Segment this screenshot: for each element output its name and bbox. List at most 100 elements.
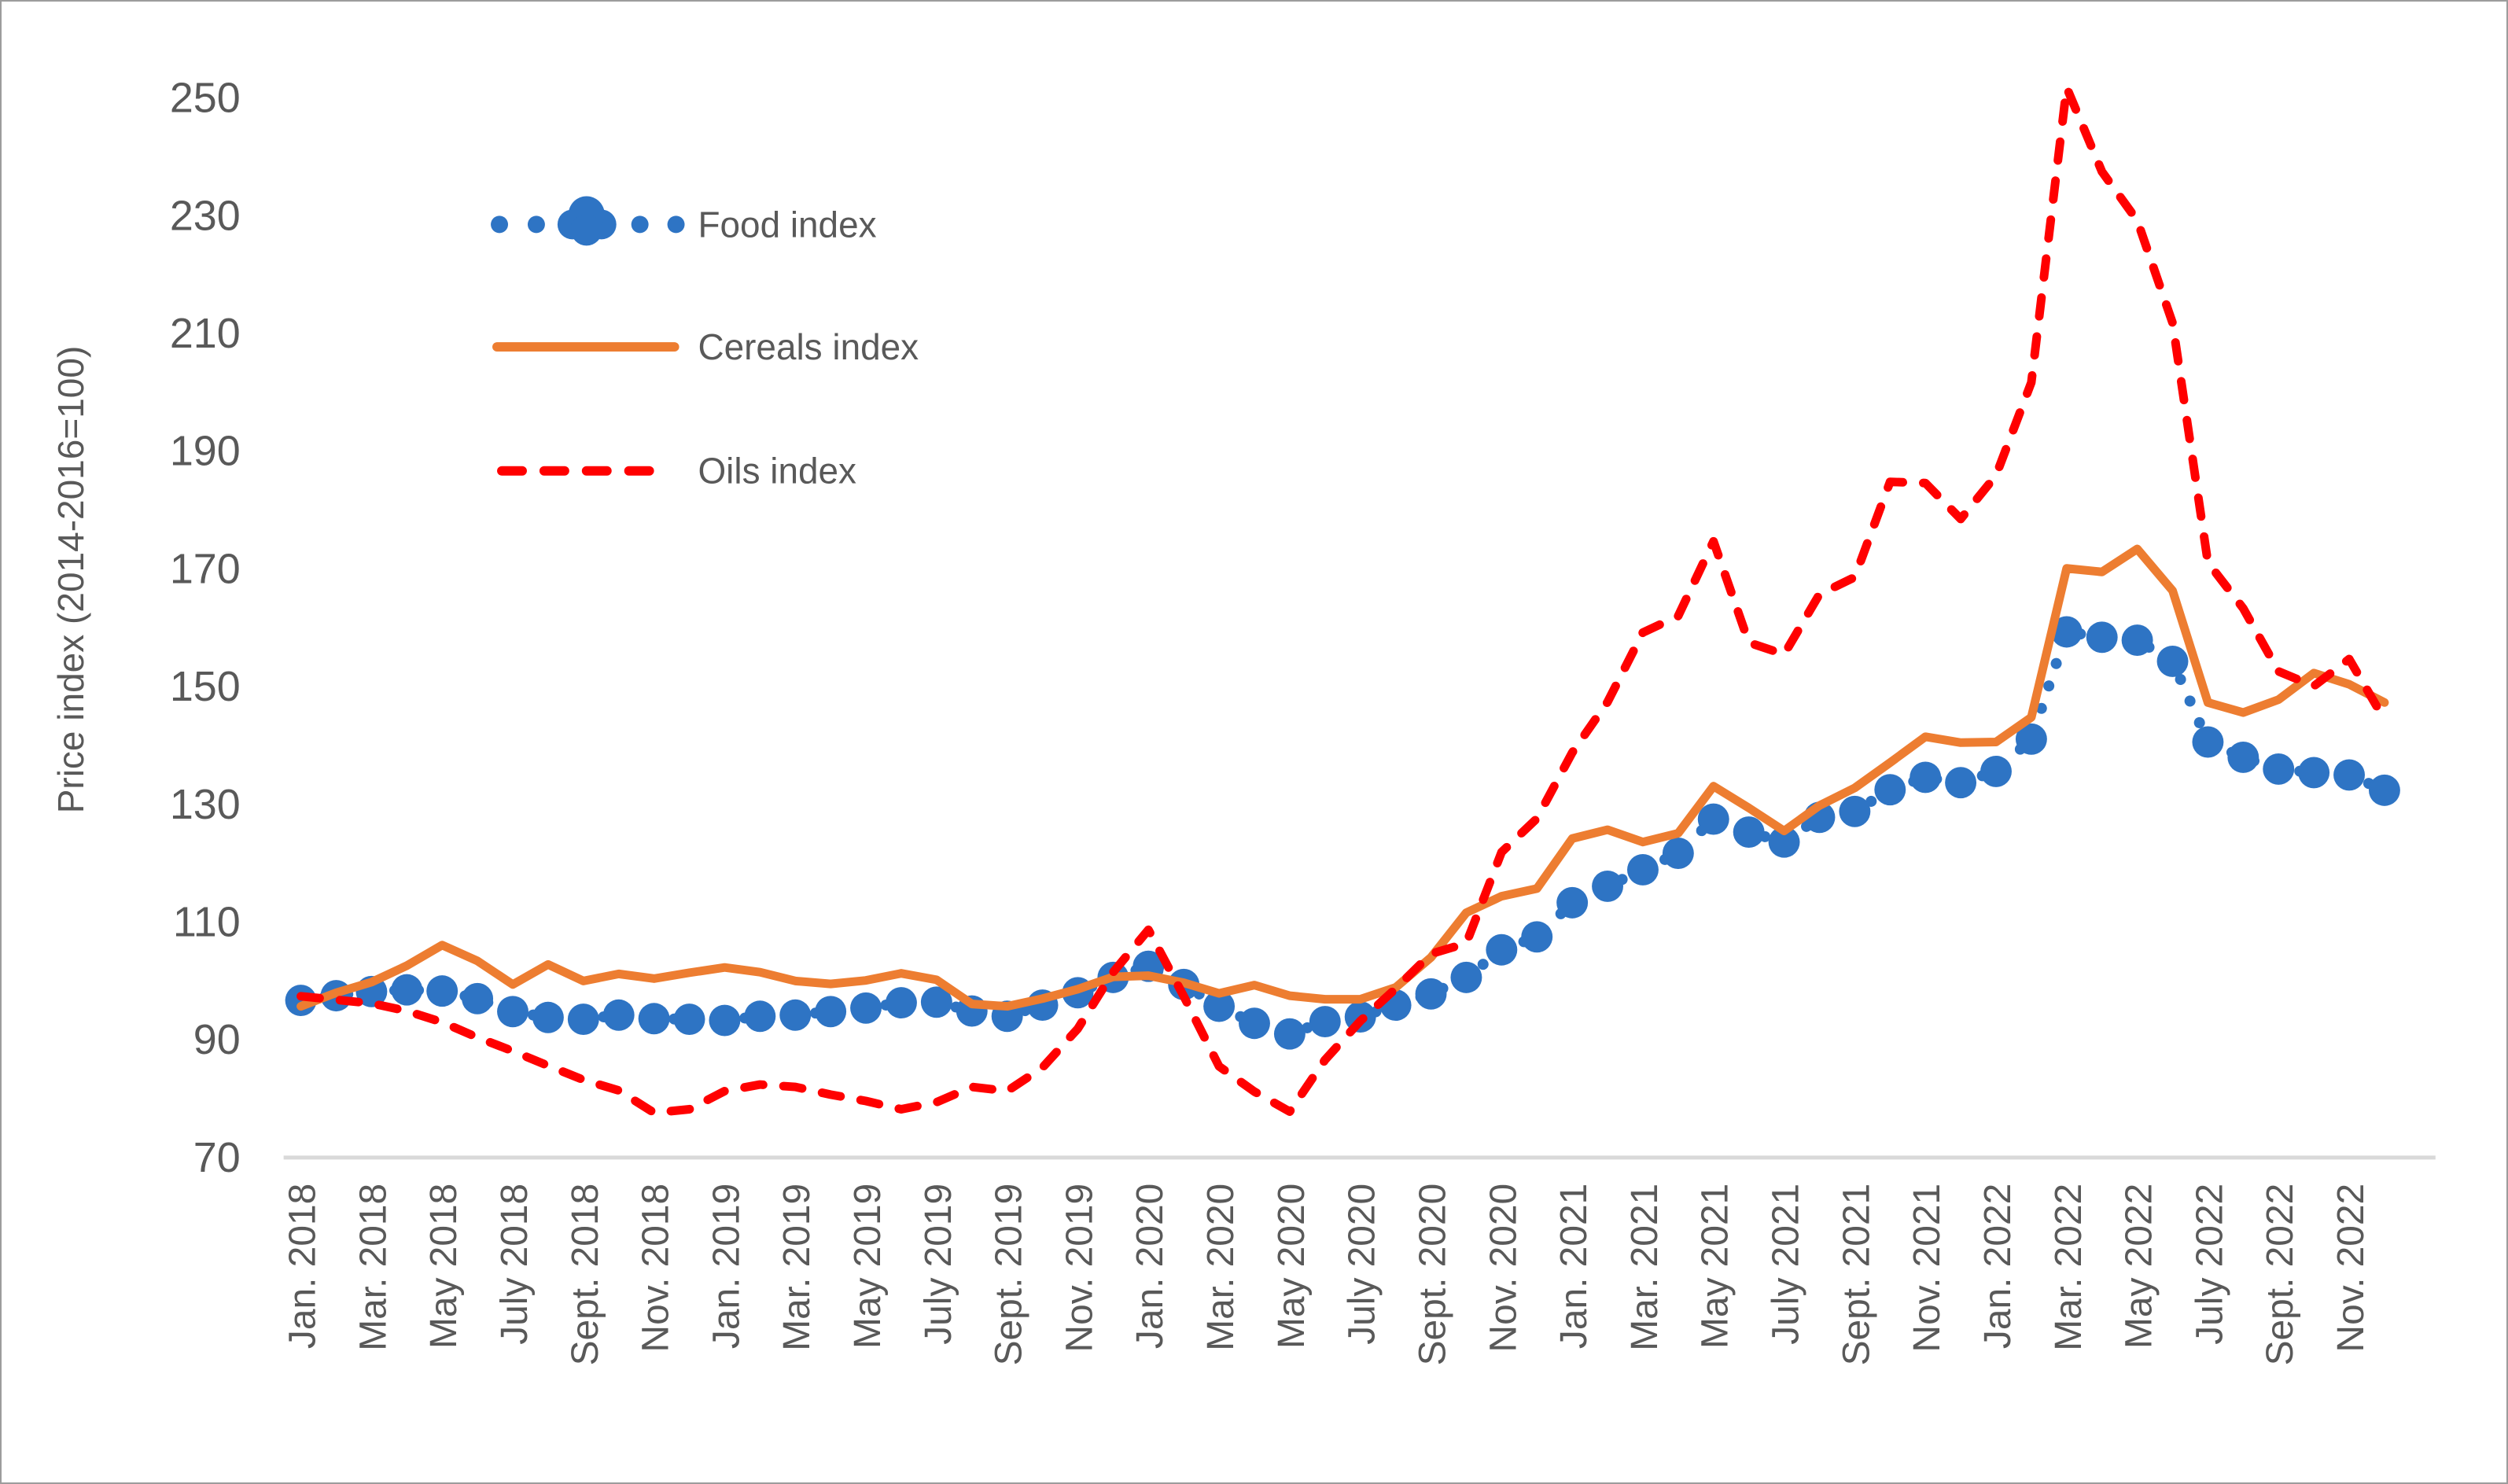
food-index-marker	[920, 986, 952, 1018]
legend-item-cereals: Cereals index	[492, 326, 919, 367]
food-index-marker	[1239, 1007, 1270, 1040]
x-tick-label: May 2019	[847, 1184, 889, 1349]
food-index-marker	[1556, 886, 1589, 919]
y-tick-label: 230	[170, 192, 241, 239]
x-tick-label: May 2021	[1695, 1184, 1736, 1349]
x-tick-label: July 2019	[918, 1184, 959, 1345]
food-legend-dot-icon	[667, 215, 685, 234]
y-tick-label: 130	[170, 781, 241, 828]
food-index-marker	[1910, 761, 1942, 794]
x-tick-label: May 2018	[423, 1184, 465, 1349]
food-index-marker	[2086, 621, 2118, 654]
food-legend-marker-icon	[570, 214, 602, 246]
food-index-marker	[1309, 1006, 1341, 1038]
x-tick-label: July 2021	[1766, 1184, 1807, 1345]
x-tick-label: July 2020	[1342, 1184, 1383, 1345]
x-tick-label: Sept. 2018	[565, 1184, 606, 1366]
food-index-marker	[426, 975, 459, 1007]
legend: Food index Cereals index Oils index	[491, 196, 919, 492]
y-tick-label: 190	[170, 428, 241, 475]
food-index-marker	[1662, 838, 1694, 869]
x-tick-label: Mar. 2020	[1200, 1184, 1242, 1351]
food-legend-dot-icon	[527, 215, 545, 234]
food-index-marker	[2156, 645, 2189, 677]
food-index-marker	[638, 1003, 670, 1035]
food-index-marker	[1203, 990, 1236, 1022]
food-index-marker	[1486, 933, 1518, 966]
y-tick-label: 70	[193, 1134, 241, 1181]
food-index-marker	[1521, 921, 1553, 953]
x-tick-label: Nov. 2018	[635, 1184, 677, 1353]
food-index-marker	[2121, 624, 2153, 657]
legend-item-food: Food index	[491, 196, 877, 246]
food-index-marker	[1768, 826, 1800, 858]
y-tick-label: 170	[170, 545, 241, 592]
x-tick-label: Nov. 2019	[1059, 1184, 1100, 1353]
y-axis-title: Price index (2014-2016=100)	[50, 345, 91, 814]
x-tick-label: Sept. 2022	[2259, 1184, 2301, 1366]
x-tick-label: Mar. 2019	[776, 1184, 818, 1351]
food-index-marker	[1980, 755, 2012, 787]
food-index-marker	[1450, 961, 1482, 993]
y-tick-label: 150	[170, 663, 241, 710]
food-index-marker	[850, 992, 882, 1024]
x-tick-label: Mar. 2022	[2048, 1184, 2090, 1351]
food-index-marker	[1273, 1018, 1306, 1050]
x-tick-label: Sept. 2020	[1412, 1184, 1453, 1366]
x-tick-label: Mar. 2018	[352, 1184, 394, 1351]
food-legend-dot-icon	[631, 215, 649, 234]
food-index-marker	[2050, 616, 2083, 648]
food-index-marker	[744, 1000, 776, 1033]
food-index-marker	[391, 974, 423, 1006]
food-index-marker	[779, 999, 812, 1031]
legend-label-food: Food index	[698, 204, 877, 245]
y-tick-label: 90	[193, 1016, 241, 1063]
x-tick-label: Jan. 2021	[1553, 1184, 1595, 1349]
x-tick-label: Nov. 2022	[2330, 1184, 2372, 1353]
food-index-marker	[815, 996, 847, 1028]
oils-index-series	[296, 83, 2389, 1118]
x-tick-label: July 2018	[494, 1184, 536, 1345]
food-index-marker	[2333, 759, 2365, 791]
x-tick-label: Jan. 2022	[1977, 1184, 2019, 1349]
x-tick-label: Nov. 2020	[1482, 1184, 1524, 1353]
food-index-marker	[497, 996, 528, 1028]
food-index-marker	[2263, 753, 2295, 785]
x-tick-label: Sept. 2021	[1836, 1184, 1877, 1366]
food-index-marker	[1415, 978, 1447, 1010]
food-index-marker	[709, 1004, 741, 1037]
food-legend-dot-icon	[491, 215, 509, 234]
legend-label-cereals: Cereals index	[698, 326, 919, 367]
food-index-marker	[2227, 742, 2259, 773]
food-index-marker	[1839, 795, 1871, 827]
food-index-marker	[885, 987, 917, 1019]
food-index-marker	[2192, 726, 2224, 758]
y-tick-label: 110	[173, 898, 241, 945]
x-tick-label: May 2022	[2119, 1184, 2160, 1349]
x-tick-label: Sept. 2019	[989, 1184, 1030, 1366]
x-tick-label: Jan. 2018	[282, 1184, 324, 1349]
cereals-index-series	[296, 544, 2389, 1011]
x-tick-label: Jan. 2019	[705, 1184, 747, 1349]
food-index-marker	[1697, 803, 1729, 835]
x-tick-label: Jan. 2020	[1129, 1184, 1171, 1349]
food-index-marker	[1626, 853, 1659, 886]
food-index-marker	[2298, 757, 2330, 789]
x-tick-label: Nov. 2021	[1906, 1184, 1948, 1353]
food-index-marker	[1945, 767, 1977, 799]
food-index-marker	[567, 1003, 599, 1036]
food-index-marker	[462, 982, 494, 1014]
food-index-marker	[2015, 723, 2047, 755]
food-index-marker	[673, 1003, 705, 1036]
y-tick-label: 250	[170, 75, 241, 122]
food-index-marker	[602, 999, 635, 1031]
food-index-marker	[1733, 816, 1765, 849]
food-index-marker	[2368, 774, 2400, 806]
food-index-series	[285, 616, 2400, 1050]
x-tick-label: July 2022	[2189, 1184, 2230, 1345]
legend-label-oils: Oils index	[698, 451, 857, 492]
x-tick-label: May 2020	[1271, 1184, 1313, 1349]
legend-item-oils: Oils index	[497, 451, 857, 492]
